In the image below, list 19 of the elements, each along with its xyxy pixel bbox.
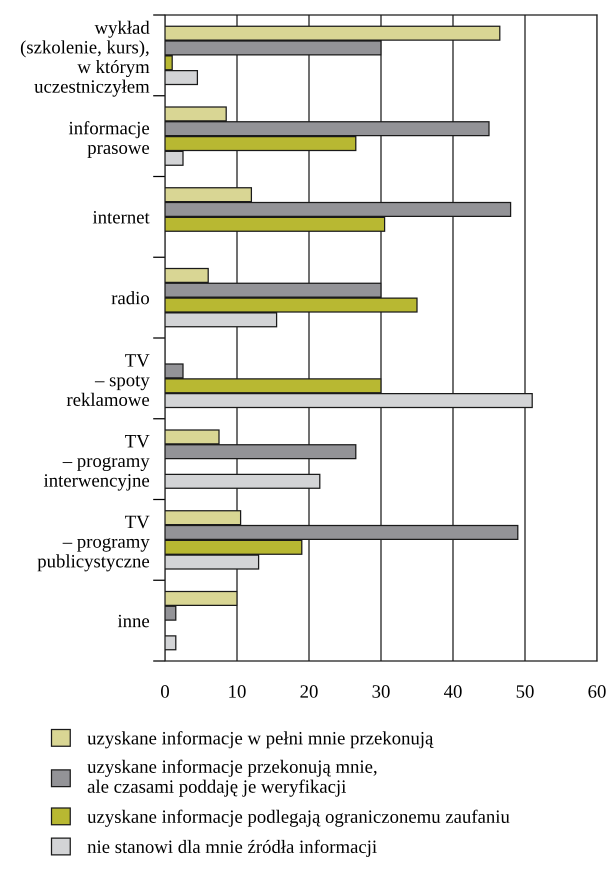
y-tick-label: inne [118,614,150,628]
legend-label: uzyskane informacje przekonują mnie, ale czasami poddaję je weryfikacji [87,760,376,797]
x-tick-label: 0 [161,685,169,698]
x-tick-label: 30 [372,685,390,698]
y-tick-label: internet [92,210,150,224]
x-tick-label: 10 [229,685,246,698]
y-tick-label: informacje prasowe [68,121,150,158]
legend-label: nie stanowi dla mnie źródła informacji [88,840,377,857]
legend-label: uzyskane informacje w pełni mnie przekonują [87,731,434,748]
y-tick-label: radio [112,291,150,304]
y-tick-label: wykład (szkolenie, kurs), w którym uczestniczyłem [20,20,150,97]
x-tick-label: 60 [588,685,606,698]
x-tick-label: 50 [516,685,534,698]
x-tick-label: 40 [444,685,462,698]
y-tick-label: TV – programy publicystyczne [38,516,150,572]
x-tick-label: 20 [300,685,318,698]
y-tick-label: TV – spoty reklamowe [66,354,150,406]
legend-label: uzyskane informacje podlegają ograniczonemu zaufaniu [87,810,510,827]
y-tick-label: TV – programy interwencyjne [44,435,150,491]
